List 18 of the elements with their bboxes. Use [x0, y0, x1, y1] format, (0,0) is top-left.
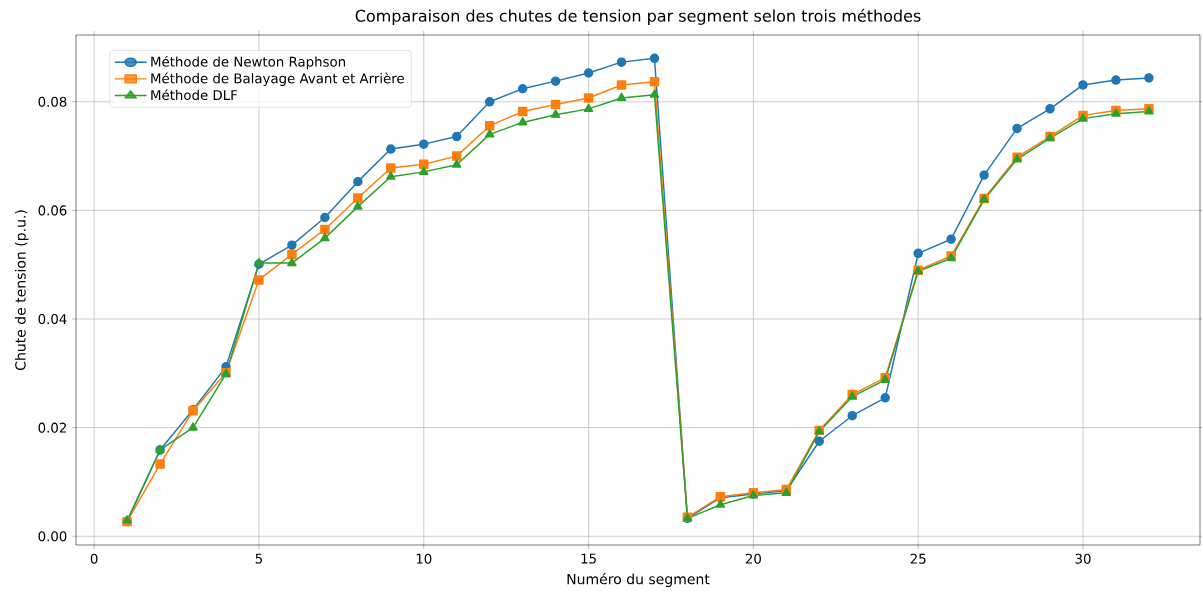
y-axis-title: Chute de tension (p.u.): [14, 210, 29, 371]
x-tick-label: 5: [255, 553, 263, 564]
legend-label: Méthode de Newton Raphson: [151, 55, 345, 70]
y-tick-label: 0.06: [38, 205, 67, 216]
legend-label: Méthode DLF: [151, 89, 238, 101]
x-tick-label: 15: [581, 553, 596, 564]
legend-label: Méthode de Balayage Avant et Arrière: [151, 72, 404, 86]
y-tick-label: 0.00: [38, 531, 67, 542]
x-axis-title: Numéro du segment: [567, 572, 710, 588]
x-tick-label: 30: [1075, 553, 1091, 564]
y-tick-label: 0.08: [38, 96, 67, 107]
x-tick-label: 25: [910, 553, 926, 564]
y-tick-label: 0.04: [38, 313, 67, 325]
x-tick-label: 20: [745, 553, 761, 564]
x-tick-label: 0: [90, 553, 98, 564]
chart-title: Comparaison des chutes de tension par segment selon trois méthodes: [355, 8, 921, 25]
y-tick-label: 0.02: [38, 422, 66, 433]
x-tick-label: 10: [416, 553, 432, 564]
